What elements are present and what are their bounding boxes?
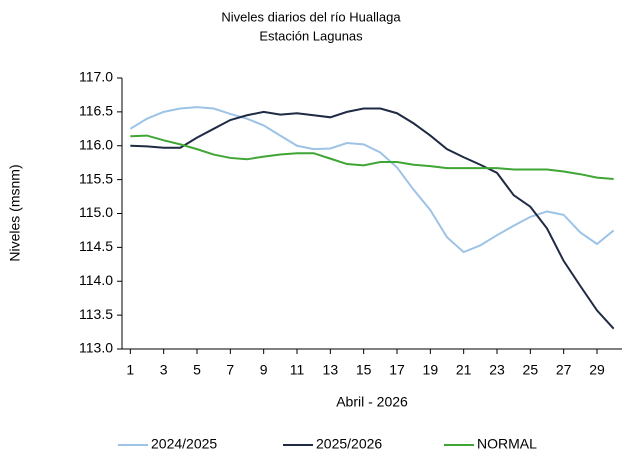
y-tick-label: 115.0 bbox=[79, 204, 113, 220]
y-tick-label: 113.0 bbox=[79, 340, 113, 356]
y-tick-label: 116.5 bbox=[79, 103, 113, 119]
y-tick-label: 117.0 bbox=[79, 69, 113, 85]
series-line bbox=[130, 134, 614, 180]
y-tick-label: 115.5 bbox=[79, 170, 113, 186]
y-tick-label: 114.0 bbox=[79, 272, 113, 288]
x-tick-label: 5 bbox=[193, 362, 201, 378]
y-axis-label: Niveles (msnm) bbox=[7, 164, 23, 261]
chart-title: Niveles diarios del río Huallaga bbox=[221, 9, 401, 24]
y-tick-label: 114.5 bbox=[79, 238, 113, 254]
x-tick-label: 19 bbox=[423, 362, 439, 378]
x-tick-label: 29 bbox=[589, 362, 605, 378]
legend-label: 2024/2025 bbox=[151, 436, 217, 452]
legend-label: 2025/2026 bbox=[316, 436, 382, 452]
x-tick-label: 15 bbox=[356, 362, 372, 378]
x-tick-label: 23 bbox=[489, 362, 505, 378]
x-tick-label: 13 bbox=[323, 362, 339, 378]
x-tick-label: 11 bbox=[290, 362, 305, 378]
x-tick-label: 9 bbox=[260, 362, 268, 378]
series-line bbox=[129, 106, 615, 254]
legend-label: NORMAL bbox=[477, 436, 537, 452]
y-tick-label: 113.5 bbox=[79, 306, 113, 322]
x-tick-label: 27 bbox=[556, 362, 572, 378]
x-tick-label: 7 bbox=[226, 362, 234, 378]
x-tick-label: 1 bbox=[126, 362, 134, 378]
x-tick-label: 3 bbox=[160, 362, 168, 378]
x-axis-label: Abril - 2026 bbox=[336, 394, 408, 410]
x-tick-label: 17 bbox=[389, 362, 405, 378]
chart-subtitle: Estación Lagunas bbox=[259, 28, 363, 43]
series-line bbox=[130, 107, 615, 330]
x-tick-label: 21 bbox=[456, 362, 472, 378]
y-tick-label: 116.0 bbox=[79, 136, 113, 152]
x-tick-label: 25 bbox=[523, 362, 539, 378]
